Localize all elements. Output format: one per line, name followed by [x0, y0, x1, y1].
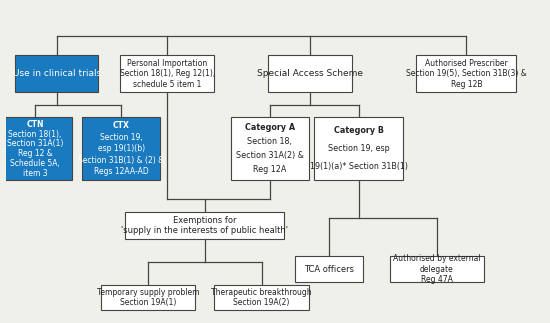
Text: Section 31B(1) & (2) &: Section 31B(1) & (2) &: [78, 156, 164, 165]
Text: esp 19(1)(b): esp 19(1)(b): [98, 144, 145, 153]
FancyBboxPatch shape: [120, 56, 214, 92]
FancyBboxPatch shape: [295, 256, 362, 282]
Text: Section 19, esp: Section 19, esp: [328, 144, 389, 153]
Text: Schedule 5A,: Schedule 5A,: [10, 159, 60, 168]
Text: Category A: Category A: [245, 123, 295, 132]
Text: Section 31A(2) &: Section 31A(2) &: [235, 151, 304, 161]
Text: CTX: CTX: [113, 121, 130, 130]
Text: Authorised by external
delegate
Reg 47A: Authorised by external delegate Reg 47A: [393, 254, 481, 284]
Text: Temporary supply problem
Section 19A(1): Temporary supply problem Section 19A(1): [97, 288, 200, 307]
FancyBboxPatch shape: [416, 56, 516, 92]
Text: Section 18,: Section 18,: [247, 137, 292, 146]
Text: Reg 12A: Reg 12A: [253, 165, 287, 174]
Text: Exemptions for
'supply in the interests of public health': Exemptions for 'supply in the interests …: [122, 216, 288, 235]
FancyBboxPatch shape: [214, 285, 309, 310]
FancyBboxPatch shape: [125, 212, 284, 239]
FancyBboxPatch shape: [101, 285, 195, 310]
FancyBboxPatch shape: [389, 256, 484, 282]
Text: Section 31A(1): Section 31A(1): [7, 140, 63, 149]
FancyBboxPatch shape: [15, 56, 98, 92]
Text: Therapeutic breakthrough
Section 19A(2): Therapeutic breakthrough Section 19A(2): [211, 288, 312, 307]
Text: Regs 12AA-AD: Regs 12AA-AD: [94, 167, 148, 176]
Text: Personal Importation
Section 18(1), Reg 12(1),
schedule 5 item 1: Personal Importation Section 18(1), Reg …: [119, 59, 215, 89]
Text: Section 19,: Section 19,: [100, 133, 143, 142]
Text: 19(1)(a)* Section 31B(1): 19(1)(a)* Section 31B(1): [310, 162, 408, 172]
FancyBboxPatch shape: [82, 117, 161, 181]
FancyBboxPatch shape: [314, 117, 403, 181]
Text: CTN: CTN: [26, 120, 44, 129]
Text: Section 18(1),: Section 18(1),: [8, 130, 62, 139]
FancyBboxPatch shape: [230, 117, 309, 181]
Text: Use in clinical trials: Use in clinical trials: [13, 69, 101, 78]
Text: Authorised Prescriber
Section 19(5), Section 31B(3) &
Reg 12B: Authorised Prescriber Section 19(5), Sec…: [406, 59, 527, 89]
Text: Category B: Category B: [333, 126, 383, 135]
Text: TCA officers: TCA officers: [304, 265, 354, 274]
Text: Reg 12 &: Reg 12 &: [18, 149, 52, 158]
Text: Special Access Scheme: Special Access Scheme: [257, 69, 363, 78]
FancyBboxPatch shape: [268, 56, 352, 92]
Text: item 3: item 3: [23, 169, 47, 178]
FancyBboxPatch shape: [0, 117, 72, 181]
